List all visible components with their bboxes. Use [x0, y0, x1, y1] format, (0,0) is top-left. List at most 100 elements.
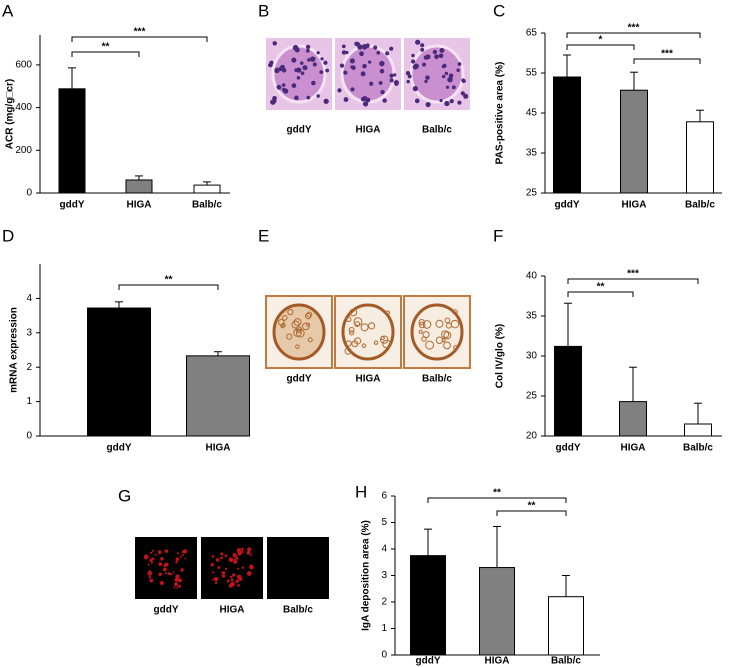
iga-signal — [149, 578, 154, 583]
stain — [286, 333, 293, 340]
stain — [295, 326, 303, 334]
panel-letter: H — [355, 482, 367, 501]
bar — [125, 179, 153, 194]
stain — [291, 320, 300, 329]
iga-signal — [162, 567, 167, 572]
nucleus — [339, 63, 345, 68]
stain — [349, 330, 355, 336]
significance-label: *** — [661, 49, 673, 60]
nucleus — [424, 79, 428, 84]
iga-signal — [178, 584, 182, 588]
nucleus — [463, 93, 469, 99]
tubule-frame — [265, 295, 333, 369]
iga-signal — [224, 567, 228, 571]
nucleus — [385, 51, 390, 56]
panel-letter: C — [493, 1, 505, 20]
significance-bracket — [566, 32, 701, 38]
iga-signal — [236, 574, 242, 580]
nucleus — [291, 83, 297, 88]
stain — [305, 322, 311, 327]
stain — [444, 317, 451, 324]
micrograph — [404, 38, 470, 110]
stain — [425, 340, 435, 350]
y-tick-label: 65 — [526, 28, 538, 39]
significance-bracket — [496, 510, 567, 516]
stain — [421, 336, 427, 342]
nucleus — [380, 89, 385, 95]
y-tick-label: 55 — [526, 68, 538, 79]
bar — [620, 89, 648, 194]
nucleus — [425, 101, 431, 108]
significance-bracket — [566, 44, 635, 50]
iga-signal — [235, 556, 239, 560]
stain — [443, 341, 451, 350]
iga-signal — [184, 557, 187, 560]
iga-signal — [230, 581, 235, 587]
nucleus — [457, 100, 462, 105]
nucleus — [360, 71, 366, 77]
y-tick-label: 4 — [381, 544, 387, 555]
micrograph — [267, 537, 329, 599]
x-tick-label: Balb/c — [683, 443, 713, 454]
y-tick-label: 25 — [526, 188, 538, 199]
stain — [293, 318, 302, 327]
significance-label: ** — [102, 42, 110, 53]
nucleus — [369, 81, 374, 86]
nucleus — [448, 73, 454, 78]
nucleus — [376, 50, 381, 55]
y-tick-label: 400 — [15, 102, 32, 113]
iga-signal — [211, 578, 214, 581]
nucleus — [343, 70, 348, 75]
tubule-frame — [334, 295, 402, 369]
nucleus — [311, 80, 316, 86]
significance-label: *** — [627, 269, 639, 280]
nucleus — [422, 62, 426, 67]
nucleus — [389, 78, 394, 83]
bar — [554, 345, 582, 437]
bar — [58, 88, 86, 194]
nucleus — [276, 84, 282, 90]
nucleus — [323, 98, 329, 104]
iga-signal — [165, 572, 168, 575]
iga-signal — [247, 547, 252, 552]
iga-signal — [150, 561, 154, 564]
nucleus — [444, 71, 449, 76]
stain — [382, 339, 391, 349]
nucleus — [456, 68, 460, 72]
iga-signal — [212, 571, 215, 574]
stain — [348, 326, 355, 333]
nucleus — [359, 51, 364, 57]
stain — [445, 322, 452, 329]
image-label: gddY — [287, 125, 312, 136]
nucleus — [379, 60, 385, 67]
nucleus — [302, 65, 308, 71]
iga-signal — [182, 549, 188, 554]
significance-bracket — [71, 36, 208, 42]
y-tick-label: 35 — [526, 148, 538, 159]
nucleus — [325, 68, 330, 73]
bar — [87, 307, 151, 437]
nucleus — [294, 47, 300, 53]
x-tick-label: Balb/c — [685, 200, 715, 211]
iga-signal — [219, 556, 223, 560]
iga-signal — [159, 581, 164, 585]
nucleus — [360, 96, 366, 102]
stain — [418, 321, 426, 329]
iga-signal — [241, 566, 244, 569]
nucleus — [406, 79, 410, 84]
nucleus — [310, 56, 316, 62]
nucleus — [350, 87, 355, 92]
significance-label: * — [599, 35, 603, 46]
stain — [307, 337, 313, 343]
nucleus — [306, 95, 311, 100]
x-tick-label: Balb/c — [192, 200, 222, 211]
iga-signal — [233, 558, 236, 561]
significance-label: ** — [493, 488, 501, 499]
nucleus — [389, 73, 394, 78]
iga-signal — [211, 555, 215, 558]
stain — [385, 310, 391, 315]
iga-signal — [147, 563, 150, 566]
nucleus — [345, 50, 349, 55]
stain — [295, 328, 305, 338]
stain — [452, 309, 458, 315]
